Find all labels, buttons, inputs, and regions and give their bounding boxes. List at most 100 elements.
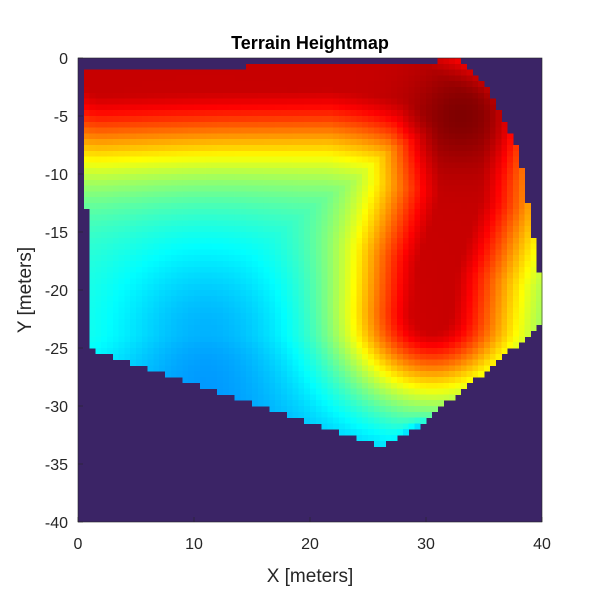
heatmap-cell xyxy=(507,168,514,175)
heatmap-cell xyxy=(460,197,467,204)
heatmap-cell xyxy=(118,92,125,99)
heatmap-cell xyxy=(101,226,108,233)
heatmap-cell xyxy=(211,110,218,117)
heatmap-cell xyxy=(252,348,259,355)
heatmap-cell xyxy=(170,174,177,181)
heatmap-cell xyxy=(321,87,328,94)
heatmap-cell xyxy=(118,139,125,146)
heatmap-cell xyxy=(263,156,270,163)
heatmap-cell xyxy=(455,81,462,88)
heatmap-cell xyxy=(466,278,473,285)
heatmap-cell xyxy=(182,226,189,233)
heatmap-cell xyxy=(356,411,363,418)
heatmap-cell xyxy=(89,197,96,204)
heatmap-cell xyxy=(83,127,90,134)
heatmap-cell xyxy=(310,359,317,366)
heatmap-cell xyxy=(472,87,479,94)
heatmap-cell xyxy=(373,197,380,204)
heatmap-cell xyxy=(298,81,305,88)
heatmap-cell xyxy=(339,150,346,157)
heatmap-cell xyxy=(379,156,386,163)
heatmap-cell xyxy=(460,342,467,349)
heatmap-cell xyxy=(182,127,189,134)
heatmap-cell xyxy=(368,98,375,105)
heatmap-cell xyxy=(368,226,375,233)
heatmap-cell xyxy=(246,127,253,134)
heatmap-cell xyxy=(165,121,172,128)
heatmap-cell xyxy=(159,220,166,227)
heatmap-cell xyxy=(333,371,340,378)
heatmap-cell xyxy=(466,162,473,169)
heatmap-cell xyxy=(89,185,96,192)
heatmap-cell xyxy=(356,382,363,389)
heatmap-cell xyxy=(472,272,479,279)
heatmap-cell xyxy=(199,185,206,192)
heatmap-cell xyxy=(495,249,502,256)
heatmap-cell xyxy=(211,353,218,360)
heatmap-cell xyxy=(257,255,264,262)
heatmap-cell xyxy=(269,226,276,233)
heatmap-cell xyxy=(443,208,450,215)
heatmap-cell xyxy=(304,307,311,314)
heatmap-cell xyxy=(246,110,253,117)
heatmap-cell xyxy=(292,162,299,169)
heatmap-cell xyxy=(489,307,496,314)
heatmap-cell xyxy=(391,81,398,88)
heatmap-cell xyxy=(339,342,346,349)
heatmap-cell xyxy=(518,266,525,273)
heatmap-cell xyxy=(223,69,230,76)
heatmap-cell xyxy=(194,127,201,134)
heatmap-cell xyxy=(176,121,183,128)
heatmap-cell xyxy=(420,197,427,204)
heatmap-cell xyxy=(397,243,404,250)
heatmap-cell xyxy=(257,237,264,244)
heatmap-cell xyxy=(182,121,189,128)
heatmap-cell xyxy=(489,139,496,146)
heatmap-cell xyxy=(136,133,143,140)
heatmap-cell xyxy=(362,324,369,331)
heatmap-cell xyxy=(489,330,496,337)
heatmap-cell xyxy=(275,394,282,401)
heatmap-cell xyxy=(344,145,351,152)
heatmap-cell xyxy=(281,272,288,279)
heatmap-cells xyxy=(83,58,543,447)
heatmap-cell xyxy=(281,371,288,378)
heatmap-cell xyxy=(246,63,253,70)
heatmap-cell xyxy=(141,290,148,297)
heatmap-cell xyxy=(165,116,172,123)
heatmap-cell xyxy=(431,406,438,413)
heatmap-cell xyxy=(478,121,485,128)
heatmap-cell xyxy=(489,243,496,250)
heatmap-cell xyxy=(344,406,351,413)
heatmap-cell xyxy=(159,330,166,337)
heatmap-cell xyxy=(217,104,224,111)
heatmap-cell xyxy=(339,162,346,169)
heatmap-cell xyxy=(333,261,340,268)
heatmap-cell xyxy=(501,203,508,210)
heatmap-cell xyxy=(431,313,438,320)
heatmap-cell xyxy=(275,179,282,186)
heatmap-cell xyxy=(344,116,351,123)
heatmap-cell xyxy=(518,220,525,227)
heatmap-cell xyxy=(478,313,485,320)
heatmap-cell xyxy=(292,191,299,198)
heatmap-cell xyxy=(228,255,235,262)
heatmap-cell xyxy=(501,145,508,152)
heatmap-cell xyxy=(478,116,485,123)
heatmap-cell xyxy=(281,139,288,146)
heatmap-cell xyxy=(298,185,305,192)
heatmap-cell xyxy=(408,191,415,198)
heatmap-cell xyxy=(356,284,363,291)
heatmap-cell xyxy=(333,319,340,326)
heatmap-cell xyxy=(89,295,96,302)
heatmap-cell xyxy=(252,63,259,70)
heatmap-cell xyxy=(95,104,102,111)
heatmap-cell xyxy=(530,295,537,302)
heatmap-cell xyxy=(246,220,253,227)
heatmap-cell xyxy=(414,116,421,123)
heatmap-cell xyxy=(194,197,201,204)
heatmap-cell xyxy=(170,191,177,198)
heatmap-cell xyxy=(252,266,259,273)
heatmap-cell xyxy=(194,243,201,250)
heatmap-cell xyxy=(107,348,114,355)
